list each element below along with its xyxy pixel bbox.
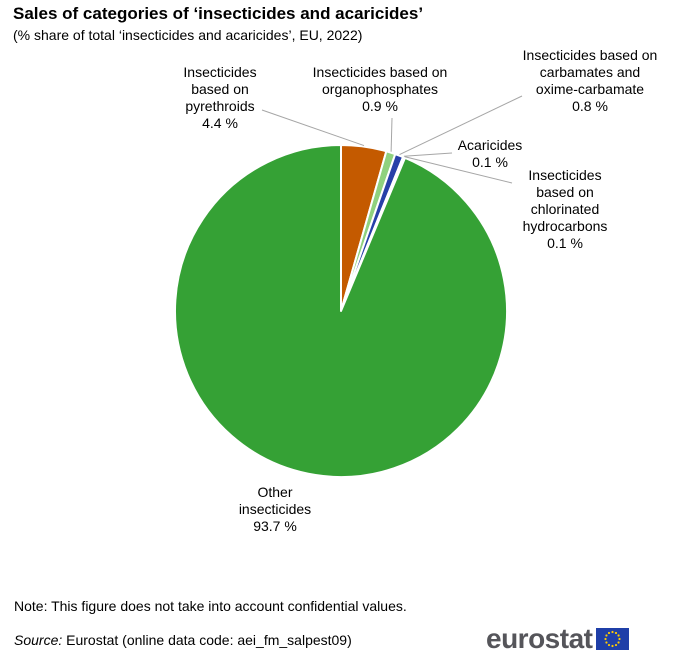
eu-flag-icon [596, 628, 630, 650]
slice-label-acaricides: Acaricides 0.1 % [457, 137, 523, 170]
chart-note: Note: This figure does not take into acc… [14, 598, 407, 614]
leader-line-organophosphates [390, 117, 393, 152]
leader-line-carbamates [399, 95, 523, 156]
chart-subtitle: (% share of total ‘insecticides and acar… [13, 27, 363, 43]
leader-line-pyrethroids [261, 109, 365, 147]
pie-chart [174, 95, 523, 478]
chart-source: Source: Eurostat (online data code: aei_… [14, 632, 352, 648]
source-text: Eurostat (online data code: aei_fm_salpe… [62, 632, 352, 648]
eurostat-logo: eurostat [486, 623, 630, 654]
source-prefix: Source: [14, 632, 63, 648]
slice-label-carbamates: Insecticides based on carbamates and oxi… [522, 47, 658, 114]
eu-flag-star [615, 643, 618, 647]
slice-label-other: Other insecticides 93.7 % [238, 484, 312, 534]
eu-flag-star [605, 641, 609, 644]
slice-label-chlorinated: Insecticides based on chlorinated hydroc… [522, 167, 608, 251]
eu-flag-star [615, 631, 618, 635]
slice-label-pyrethroids: Insecticides based on pyrethroids 4.4 % [183, 64, 257, 131]
slice-label-organophosphates: Insecticides based on organophosphates 0… [312, 64, 448, 114]
eu-flag-star [618, 637, 622, 641]
leader-line-acaricides [403, 152, 453, 157]
eurostat-logo-text: eurostat [486, 623, 593, 654]
eu-flag-star [604, 637, 608, 641]
eu-flag-star [617, 641, 621, 644]
eu-flag-star [608, 631, 611, 635]
eu-flag-background [596, 628, 630, 650]
eu-flag-star [611, 644, 615, 648]
pie-slice-other [174, 144, 508, 478]
eu-flag-star [608, 643, 611, 647]
chart-title: Sales of categories of ‘insecticides and… [13, 4, 424, 23]
eu-flag-star [611, 630, 615, 634]
eu-flag-star [605, 634, 609, 637]
eu-flag-star [617, 634, 621, 637]
leader-line-chlorinated [404, 156, 513, 184]
